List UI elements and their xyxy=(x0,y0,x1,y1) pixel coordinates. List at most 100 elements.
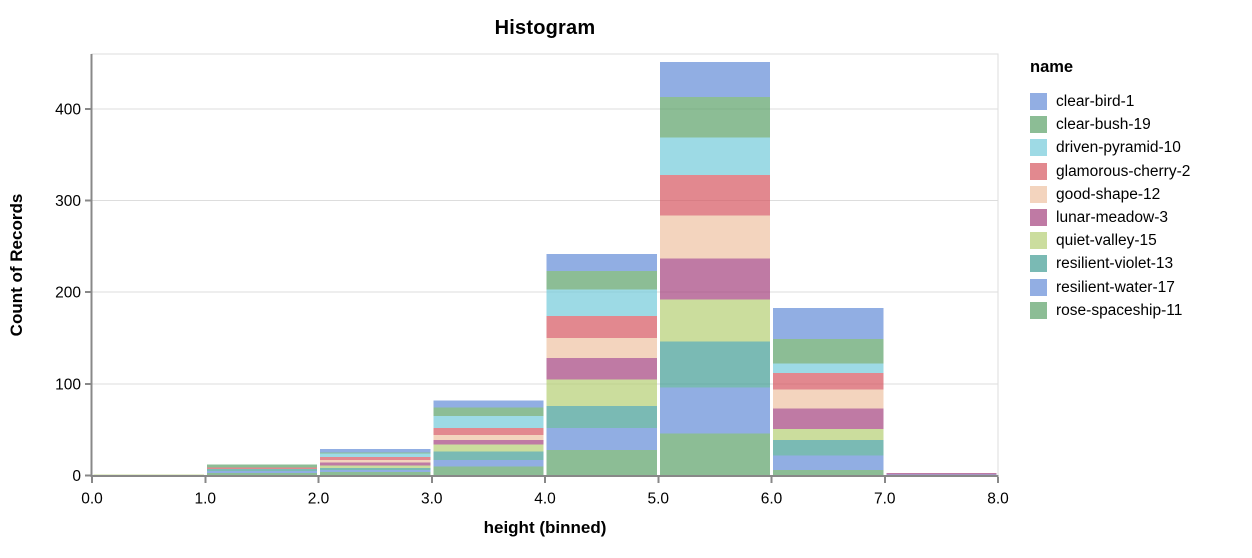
bar-segment xyxy=(206,472,317,476)
x-tick-label: 4.0 xyxy=(534,491,556,508)
y-tick-label: 300 xyxy=(55,193,81,210)
legend-item: clear-bird-1 xyxy=(1030,93,1190,110)
plot-area: 0 100 200 300 400 0.0 1.0 2.0 3.0 4.0 5.0 6.0 7.0 8.0 xyxy=(55,53,1009,508)
bar-segment xyxy=(546,271,657,290)
bar-segment xyxy=(659,174,770,216)
bar-segment xyxy=(659,62,770,98)
bar-segment xyxy=(320,457,431,460)
legend-item-label: quiet-valley-15 xyxy=(1056,232,1157,250)
bar-segment xyxy=(773,389,884,409)
bar-segment xyxy=(546,358,657,380)
bar-segment xyxy=(886,472,997,475)
bar-segment xyxy=(433,439,544,445)
x-tick-label: 8.0 xyxy=(987,491,1009,508)
bar-segment xyxy=(320,452,431,454)
bar-segment xyxy=(546,316,657,339)
bar-segment xyxy=(320,468,431,471)
legend-swatch-icon xyxy=(1030,255,1047,273)
legend-item-label: clear-bird-1 xyxy=(1056,93,1135,110)
legend-item-label: driven-pyramid-10 xyxy=(1056,139,1181,157)
bar-segment xyxy=(320,462,431,466)
bar-segment xyxy=(546,427,657,450)
x-tick-label: 0.0 xyxy=(81,491,103,508)
legend-swatch-icon xyxy=(1030,278,1047,296)
legend-item-label: rose-spaceship-11 xyxy=(1056,301,1183,319)
bar-segment xyxy=(659,137,770,175)
bar-segment xyxy=(433,427,544,436)
bar-segment xyxy=(773,470,884,476)
legend-swatch-icon xyxy=(1030,301,1047,319)
bar-segment xyxy=(659,258,770,300)
bar-segment xyxy=(659,97,770,138)
bar-segment xyxy=(546,405,657,428)
bar-segment xyxy=(659,341,770,388)
legend-item-label: good-shape-12 xyxy=(1056,185,1161,203)
y-tick-label: 100 xyxy=(55,376,81,393)
x-axis-title: height (binned) xyxy=(483,518,607,537)
bar-segment xyxy=(773,338,884,364)
bar-segment xyxy=(320,459,431,463)
bar-segment xyxy=(433,444,544,452)
y-tick-label: 200 xyxy=(55,285,81,302)
x-tick-label: 1.0 xyxy=(194,491,216,508)
legend-item: rose-spaceship-11 xyxy=(1030,301,1190,319)
legend-item: driven-pyramid-10 xyxy=(1030,139,1190,157)
legend-swatch-icon xyxy=(1030,185,1047,203)
bar-segment xyxy=(546,253,657,272)
bar-segment xyxy=(773,408,884,429)
legend-swatch-icon xyxy=(1030,93,1047,110)
bar-segment xyxy=(773,439,884,456)
chart-title: Histogram xyxy=(494,17,596,39)
bar-segment xyxy=(659,387,770,434)
bar-segment xyxy=(433,466,544,476)
bar-segment xyxy=(206,469,317,471)
x-tick-label: 6.0 xyxy=(761,491,783,508)
bar-segment xyxy=(773,372,884,390)
bar-segment xyxy=(433,459,544,467)
bar-segment xyxy=(659,299,770,342)
bar-segment xyxy=(206,464,317,468)
legend-item-label: clear-bush-19 xyxy=(1056,116,1151,134)
legend-item: resilient-violet-13 xyxy=(1030,255,1190,273)
bar-segment xyxy=(659,433,770,476)
y-tick-label: 400 xyxy=(55,101,81,118)
bar-segment xyxy=(320,465,431,469)
legend-item-label: resilient-water-17 xyxy=(1056,278,1175,296)
bar-segment xyxy=(320,453,431,458)
bar-segment xyxy=(433,407,544,416)
x-tick-label: 2.0 xyxy=(308,491,330,508)
bar-segment xyxy=(320,471,431,476)
bar-segment xyxy=(320,470,431,472)
legend-item: quiet-valley-15 xyxy=(1030,232,1190,250)
y-axis-title: Count of Records xyxy=(7,193,26,337)
x-tick-label: 7.0 xyxy=(874,491,896,508)
legend-item: lunar-meadow-3 xyxy=(1030,208,1190,226)
bar-segment xyxy=(433,451,544,460)
legend-item: clear-bush-19 xyxy=(1030,116,1190,134)
bar-segment xyxy=(206,467,317,470)
bar-segment xyxy=(546,289,657,317)
bar-segment xyxy=(773,428,884,440)
y-tick-label: 0 xyxy=(72,468,81,485)
legend-item-label: lunar-meadow-3 xyxy=(1056,208,1168,226)
legend-item: glamorous-cherry-2 xyxy=(1030,162,1191,180)
legend-title: name xyxy=(1030,58,1074,76)
bar-segment xyxy=(659,215,770,259)
legend: name clear-bird-1 clear-bush-19 driven-pyr… xyxy=(1030,58,1190,319)
legend-item-label: resilient-violet-13 xyxy=(1056,255,1174,273)
bar-segment xyxy=(546,379,657,406)
x-tick-label: 5.0 xyxy=(647,491,669,508)
bar-segment xyxy=(206,470,317,473)
legend-items: clear-bird-1 clear-bush-19 driven-pyramid-… xyxy=(1030,93,1190,319)
legend-swatch-icon xyxy=(1030,139,1047,157)
bar-segment xyxy=(773,455,884,471)
legend-item-label: glamorous-cherry-2 xyxy=(1056,162,1191,180)
legend-swatch-icon xyxy=(1030,162,1047,180)
bar-segment xyxy=(433,400,544,408)
bar-segment xyxy=(773,307,884,339)
bar-segment xyxy=(320,448,431,453)
legend-swatch-icon xyxy=(1030,116,1047,134)
legend-swatch-icon xyxy=(1030,208,1047,226)
bar-segment xyxy=(773,363,884,373)
